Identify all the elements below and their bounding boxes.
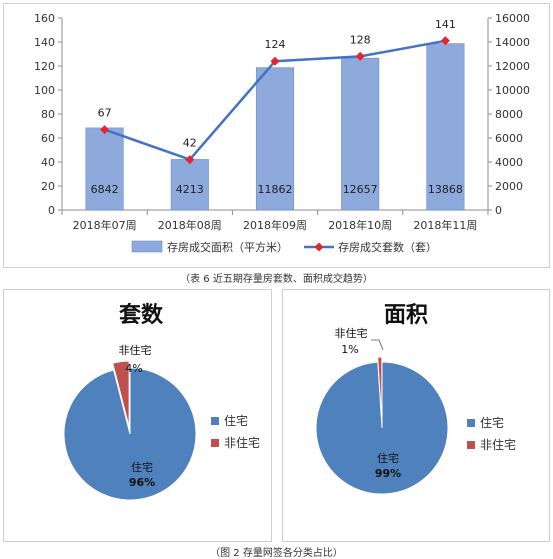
- pie-leader-line: [371, 339, 384, 351]
- right-tick-label: 6000: [495, 132, 523, 145]
- pie-percent-nonresidential: 4%: [125, 362, 142, 375]
- line-point-2: [270, 56, 280, 66]
- line-value-label: 124: [265, 38, 286, 51]
- line-value-label: 42: [183, 137, 197, 150]
- pie-legend-swatch-1: [467, 441, 475, 449]
- right-tick-label: 4000: [495, 156, 523, 169]
- left-tick-label: 80: [41, 108, 55, 121]
- pie-frame-area: 面积 住宅 99% 非住宅 1% 住宅 非住宅: [282, 289, 550, 542]
- bar-value-label: 13868: [428, 183, 463, 196]
- legend-bar-swatch: [131, 240, 163, 253]
- right-tick-label: 0: [495, 204, 502, 217]
- pie-legend-label: 非住宅: [480, 437, 516, 452]
- left-tick-label: 40: [41, 156, 55, 169]
- right-tick-label: 2000: [495, 180, 523, 193]
- bar-value-label: 11862: [258, 183, 293, 196]
- pie-percent-residential: 96%: [129, 476, 155, 489]
- pie-slice-nonresidential: [112, 360, 130, 428]
- bar-area-3: [341, 57, 380, 211]
- line-point-1: [185, 155, 195, 165]
- line-point-4: [440, 36, 450, 46]
- left-tick-label: 20: [41, 180, 55, 193]
- category-label: 2018年08周: [158, 218, 222, 232]
- right-tick-label: 14000: [495, 36, 530, 49]
- right-tick-label: 8000: [495, 108, 523, 121]
- left-tick-label: 0: [48, 204, 55, 217]
- line-value-label: 67: [98, 107, 112, 120]
- pie-label-residential: 住宅: [131, 460, 153, 474]
- bar-area-0: [85, 127, 124, 211]
- category-label: 2018年09周: [243, 218, 307, 232]
- legend-line-label: 存房成交套数（套）: [338, 240, 437, 254]
- right-tick-label: 16000: [495, 12, 530, 25]
- line-value-label: 141: [435, 18, 456, 31]
- right-tick-label: 12000: [495, 60, 530, 73]
- pie-percent-residential: 99%: [375, 467, 401, 480]
- pie-legend-swatch-0: [211, 417, 219, 425]
- category-label: 2018年07周: [73, 218, 137, 232]
- bar-area-2: [255, 67, 295, 211]
- left-tick-label: 160: [34, 12, 55, 25]
- pie-label-residential: 住宅: [377, 451, 399, 465]
- bar-value-label: 4213: [176, 183, 204, 196]
- pie-legend-label: 住宅: [224, 413, 248, 428]
- left-tick-label: 140: [34, 36, 55, 49]
- combo-chart: 0 20 40 60 80 100 120 140 160 0 2000 4000 6000 8000 10…: [34, 12, 530, 254]
- pie-legend-label: 住宅: [480, 415, 504, 430]
- pie-label-nonresidential: 非住宅: [119, 343, 152, 357]
- combo-chart-caption: （表 6 近五期存量房套数、面积成交趋势）: [180, 274, 373, 285]
- pie-slice-residential: [63, 367, 197, 501]
- category-label: 2018年10周: [328, 218, 392, 232]
- bar-value-label: 12657: [343, 183, 378, 196]
- left-tick-label: 120: [34, 60, 55, 73]
- pie-percent-nonresidential: 1%: [341, 343, 358, 356]
- legend-line-marker: [314, 242, 324, 252]
- left-tick-label: 60: [41, 132, 55, 145]
- pie-title: 面积: [384, 303, 428, 328]
- pie-slice-nonresidential: [377, 356, 383, 424]
- pie-label-nonresidential: 非住宅: [335, 326, 368, 340]
- bar-value-label: 6842: [91, 183, 119, 196]
- pie-title: 套数: [119, 302, 164, 328]
- line-value-label: 128: [350, 33, 371, 46]
- category-label: 2018年11周: [413, 218, 477, 232]
- pie-caption: （图 2 存量网签各分类占比）: [210, 548, 343, 559]
- combo-chart-frame: 0 20 40 60 80 100 120 140 160 0 2000 4000 6000 8000 10…: [3, 3, 550, 268]
- bar-area-4: [426, 43, 465, 211]
- right-tick-label: 10000: [495, 84, 530, 97]
- pie-legend-swatch-0: [467, 419, 475, 427]
- line-point-0: [100, 125, 110, 135]
- left-tick-label: 100: [34, 84, 55, 97]
- pie-legend-swatch-1: [211, 439, 219, 447]
- pie-slice-residential: [315, 361, 449, 495]
- pie-legend-label: 非住宅: [224, 435, 260, 450]
- line-point-3: [355, 51, 365, 61]
- pie-frame-count: 套数 住宅 96% 非住宅 4% 住宅 非住宅: [3, 289, 272, 542]
- bar-area-1: [170, 159, 209, 211]
- legend-bar-label: 存房成交面积（平方米）: [167, 240, 288, 254]
